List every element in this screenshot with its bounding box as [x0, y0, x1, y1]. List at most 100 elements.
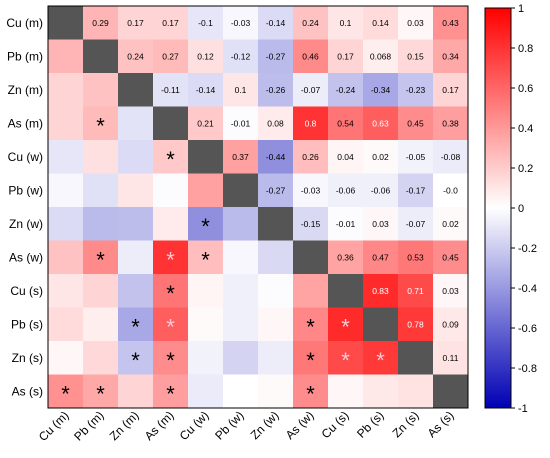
cell-value-label: 0.12: [197, 51, 214, 61]
heatmap-cell: [293, 173, 329, 208]
cell-value-label: -0.34: [371, 85, 391, 95]
heatmap-cell: [433, 240, 469, 275]
heatmap-cell: [293, 274, 329, 308]
cell-value-label: 0.63: [372, 118, 389, 128]
heatmap-cell: [118, 374, 154, 409]
plot-frame: [47, 5, 469, 409]
heatmap-cell: [118, 106, 154, 141]
heatmap-cell: [118, 6, 154, 40]
heatmap-cell: [398, 207, 434, 241]
cell-value-label: -0.17: [406, 185, 426, 195]
colorbar-tick-label: 0.6: [518, 83, 533, 95]
heatmap-cell: [398, 140, 434, 174]
heatmap-cell: [433, 140, 469, 174]
heatmap-cell: [188, 374, 224, 409]
colorbar-tick-label: 0: [518, 203, 524, 215]
heatmap-cell: [293, 6, 329, 40]
significance-star: *: [306, 348, 315, 373]
heatmap-cell: [83, 240, 119, 275]
heatmap-cell: [83, 140, 119, 174]
heatmap-cell: [398, 106, 434, 141]
heatmap-cell: [433, 207, 469, 241]
cell-value-label: 0.09: [442, 319, 459, 329]
cell-value-label: 0.46: [302, 51, 319, 61]
heatmap-cell: [293, 240, 329, 275]
heatmap-cell: [398, 341, 434, 375]
heatmap-cell: [363, 173, 399, 208]
cell-value-label: -0.26: [266, 85, 286, 95]
heatmap-cell: [223, 307, 259, 342]
heatmap-cell: [328, 207, 364, 241]
column-label: Cu (s): [319, 408, 352, 441]
significance-star: *: [306, 314, 315, 339]
heatmap-cell: [328, 274, 364, 308]
significance-star: *: [96, 113, 105, 138]
colorbar-ticks: 1 0.8 0.6 0.4 0.2 0 -0.2 -0.4 -0.6 -0.8 -1: [511, 3, 537, 415]
cell-value-label: 0.04: [337, 152, 354, 162]
heatmap-cell: [363, 6, 399, 40]
colorbar: [484, 7, 512, 409]
heatmap-cell: [328, 240, 364, 275]
heatmap-cell: [433, 341, 469, 375]
cell-value-label: -0.24: [336, 85, 356, 95]
column-label: Pb (s): [354, 408, 387, 441]
heatmap-cell: [153, 106, 189, 141]
heatmap-cells: [48, 6, 469, 409]
cell-value-label: -0.27: [266, 51, 286, 61]
heatmap-cell: [48, 341, 84, 375]
cell-value-label: 0.1: [235, 85, 247, 95]
heatmap-cell: [328, 374, 364, 409]
heatmap-cell: [48, 6, 84, 40]
heatmap-cell: [118, 39, 154, 74]
column-label: As (w): [283, 408, 317, 442]
colorbar-tick-label: -0.6: [518, 323, 537, 335]
heatmap-cell: [118, 341, 154, 375]
heatmap-cell: [363, 240, 399, 275]
column-label: Zn (s): [390, 408, 422, 440]
heatmap-cell: [83, 374, 119, 409]
heatmap-cell: [48, 140, 84, 174]
heatmap-cell-labels: 0.29 0.17 0.17 -0.1 -0.03 -0.14 0.24 0.1 0.14 0.0…: [61, 18, 460, 407]
column-label: Pb (w): [212, 408, 246, 442]
heatmap-cell: [153, 341, 189, 375]
cell-value-label: -0.07: [301, 85, 321, 95]
heatmap-cell: [328, 341, 364, 375]
significance-star: *: [166, 314, 175, 339]
colorbar-tick-label: 1: [518, 3, 524, 15]
heatmap-cell: [153, 6, 189, 40]
cell-value-label: 0.17: [127, 18, 144, 28]
heatmap-cell: [363, 274, 399, 308]
heatmap-cell: [363, 207, 399, 241]
heatmap-cell: [293, 307, 329, 342]
significance-star: *: [166, 281, 175, 306]
row-label: As (m): [8, 116, 43, 130]
heatmap-cell: [153, 39, 189, 74]
cell-value-label: -0.01: [231, 118, 251, 128]
cell-value-label: 0.45: [407, 118, 424, 128]
row-label: Cu (m): [6, 16, 43, 30]
cell-value-label: 0.068: [370, 51, 392, 61]
heatmap-cell: [188, 39, 224, 74]
column-label: Cu (w): [177, 408, 212, 443]
heatmap-cell: [328, 140, 364, 174]
cell-value-label: -0.06: [336, 185, 356, 195]
cell-value-label: -0.06: [371, 185, 391, 195]
heatmap-cell: [118, 207, 154, 241]
cell-value-label: -0.1: [198, 18, 213, 28]
heatmap-cell: [258, 374, 294, 409]
heatmap-cell: [188, 341, 224, 375]
cell-value-label: 0.15: [407, 51, 424, 61]
heatmap-cell: [188, 106, 224, 141]
heatmap-cell: [433, 73, 469, 107]
significance-star: *: [61, 381, 70, 406]
colorbar-tick-label: -0.4: [518, 283, 537, 295]
cell-value-label: -0.07: [406, 219, 426, 229]
cell-value-label: 0.26: [302, 152, 319, 162]
cell-value-label: 0.14: [372, 18, 389, 28]
heatmap-cell: [293, 106, 329, 141]
heatmap-cell: [83, 6, 119, 40]
heatmap-cell: [118, 140, 154, 174]
significance-star: *: [376, 348, 385, 373]
cell-value-label: 0.11: [443, 353, 459, 363]
heatmap-cell: [188, 274, 224, 308]
